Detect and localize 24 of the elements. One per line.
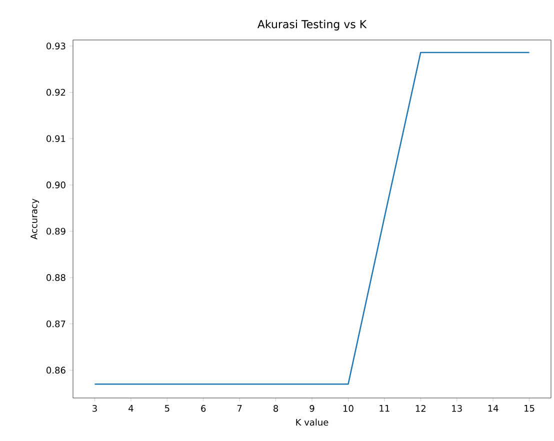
x-tick-label: 10 [343, 405, 354, 412]
y-tick-label: 0.93 [46, 42, 66, 50]
x-tick-label: 7 [237, 405, 242, 412]
x-tick-label: 12 [416, 405, 426, 412]
y-tick-label: 0.86 [46, 366, 66, 374]
y-tick-label: 0.91 [46, 135, 66, 142]
x-tick-label: 8 [274, 405, 278, 412]
x-axis-title: K value [296, 418, 328, 426]
x-tick-label: 13 [452, 405, 462, 412]
x-tick-label: 5 [164, 405, 170, 412]
x-tick-label: 9 [310, 405, 314, 412]
y-axis-title: Accuracy [30, 198, 40, 240]
x-tick-label: 6 [201, 405, 206, 412]
y-tick-label: 0.90 [46, 182, 66, 188]
y-tick-label: 0.92 [46, 88, 66, 96]
x-tick-label: 14 [488, 405, 498, 412]
x-tick-label: 4 [128, 405, 134, 412]
x-tick-label: 15 [524, 405, 534, 412]
y-tick-label: 0.87 [46, 320, 66, 328]
y-tick-label: 0.89 [46, 228, 66, 235]
chart-title: Akurasi Testing vs K [257, 20, 367, 30]
y-tick-label: 0.88 [46, 274, 66, 281]
x-tick-label: 11 [380, 405, 390, 412]
x-tick-label: 3 [92, 405, 97, 412]
